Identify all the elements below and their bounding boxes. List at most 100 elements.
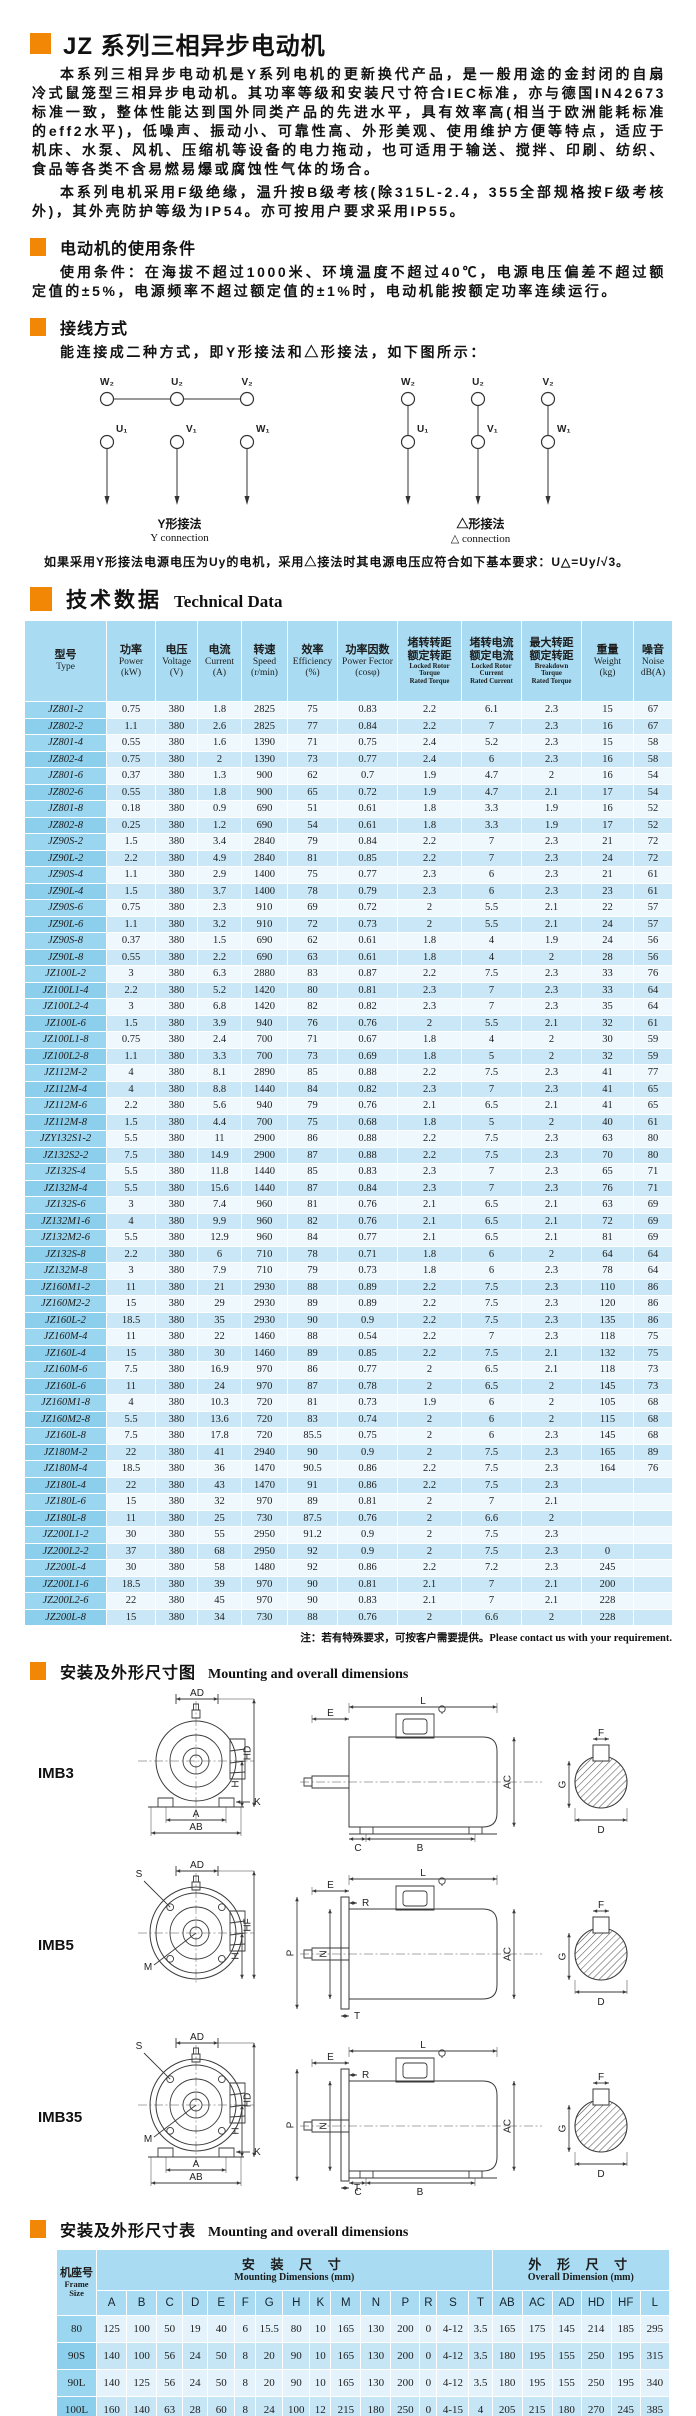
data-cell: 61 (633, 882, 673, 900)
data-cell: 0.72 (337, 899, 398, 917)
data-cell: 2 (397, 1361, 462, 1379)
data-cell: 89 (633, 1443, 673, 1461)
dimension-label: F (598, 1728, 604, 1739)
data-cell: 2 (397, 1608, 462, 1626)
data-cell: 720 (241, 1427, 288, 1445)
data-cell: 0.76 (337, 1196, 398, 1214)
data-cell: 8.1 (197, 1064, 242, 1082)
col-header-frame-size: 机座号 Frame Size (55, 2249, 98, 2316)
data-cell: 24 (255, 2396, 284, 2416)
data-cell: 180 (360, 2396, 392, 2416)
data-cell: 0.77 (337, 750, 398, 768)
row-key-cell: JZ200L-4 (24, 1559, 107, 1577)
data-cell: 0.83 (337, 1592, 398, 1610)
data-cell: 380 (155, 1526, 198, 1544)
data-cell: 71 (633, 1179, 673, 1197)
data-cell: 730 (241, 1608, 288, 1626)
table-row: JZY132S1-2 5.5 380 11 2900 86 0.88 2.2 7.5 2.3 63 8… (24, 1130, 673, 1148)
data-cell: 380 (155, 1245, 198, 1263)
data-cell: 0.69 (337, 1047, 398, 1065)
data-cell: 960 (241, 1212, 288, 1230)
data-cell: 160 (96, 2396, 128, 2416)
data-cell: 7 (461, 1080, 522, 1098)
data-cell: 21 (197, 1278, 242, 1296)
row-key-cell: JZ90L-4 (24, 882, 107, 900)
data-cell: 1.8 (397, 1245, 462, 1263)
data-cell: 2930 (241, 1311, 288, 1329)
row-key-cell: 90L (55, 2369, 98, 2397)
row-key-cell: JZ802-6 (24, 783, 107, 801)
data-cell: 0.84 (337, 717, 398, 735)
table-row: JZ801-6 0.37 380 1.3 900 62 0.7 1.9 4.7 2 16 54 (24, 767, 673, 785)
data-cell: 7.5 (461, 1542, 522, 1560)
data-cell: 380 (155, 1377, 198, 1395)
data-cell: 61 (633, 1113, 673, 1131)
data-cell: 33 (581, 965, 634, 983)
data-cell: 11.8 (197, 1163, 242, 1181)
col-header: C (156, 2290, 184, 2316)
data-cell: 7.2 (461, 1559, 522, 1577)
data-cell: 214 (580, 2315, 612, 2343)
data-cell: 71 (633, 1163, 673, 1181)
data-cell: 2 (397, 1014, 462, 1032)
dimension-label: K (254, 1797, 261, 1808)
table-row: JZ801-8 0.18 380 0.9 690 51 0.61 1.8 3.3 1.9 16 52 (24, 800, 673, 818)
data-cell: 380 (155, 1278, 198, 1296)
data-cell: 2.1 (521, 1097, 582, 1115)
data-cell: 0.84 (337, 1179, 398, 1197)
data-cell: 0.55 (106, 948, 156, 966)
data-cell: 380 (155, 783, 198, 801)
data-cell: 1.2 (197, 816, 242, 834)
data-cell: 24 (581, 915, 634, 933)
data-cell: 2.4 (397, 734, 462, 752)
data-cell: 228 (581, 1592, 634, 1610)
data-cell: 2.2 (397, 1146, 462, 1164)
data-cell: 7.5 (461, 1146, 522, 1164)
data-cell: 2.2 (397, 849, 462, 867)
table-row: JZ802-6 0.55 380 1.8 900 65 0.72 1.9 4.7 2.1 17 54 (24, 783, 673, 801)
data-cell: 8 (234, 2342, 257, 2370)
data-cell: 33 (581, 981, 634, 999)
terminal-label: W₂ (401, 377, 415, 388)
data-cell: 90.5 (287, 1460, 338, 1478)
terminal-label: W₂ (100, 377, 114, 388)
row-key-cell: JZ160M-4 (24, 1328, 107, 1346)
row-key-cell: JZ180M-2 (24, 1443, 107, 1461)
data-cell: 64 (633, 998, 673, 1016)
data-cell: 86 (287, 1130, 338, 1148)
data-cell: 17 (581, 783, 634, 801)
table-row: JZ802-2 1.1 380 2.6 2825 77 0.84 2.2 7 2.3 16 67 (24, 717, 673, 735)
col-header: S (436, 2290, 470, 2316)
data-cell: 6.5 (461, 1361, 522, 1379)
data-cell: 6 (461, 882, 522, 900)
data-cell: 64 (633, 1262, 673, 1280)
data-cell: 195 (610, 2369, 641, 2397)
data-cell (633, 1476, 673, 1494)
data-cell: 7.5 (461, 1130, 522, 1148)
row-key-cell: JZ90L-2 (24, 849, 107, 867)
data-cell: 2 (521, 1410, 582, 1428)
data-cell: 0.9 (337, 1526, 398, 1544)
data-cell: 2.3 (521, 1427, 582, 1445)
data-cell: 58 (633, 750, 673, 768)
data-cell: 5 (461, 1047, 522, 1065)
dimension-label: HD (243, 1746, 254, 1760)
data-cell: 0 (419, 2369, 438, 2397)
data-cell: 4 (461, 948, 522, 966)
data-cell: 28 (581, 948, 634, 966)
data-cell: 63 (581, 1130, 634, 1148)
col-header: D (182, 2290, 209, 2316)
dimension-label: D (597, 1997, 604, 2008)
data-cell: 84 (287, 1229, 338, 1247)
col-header: G (255, 2290, 284, 2316)
data-cell: 2.1 (397, 1592, 462, 1610)
table-row: JZ100L2-4 3 380 6.8 1420 82 0.82 2.3 7 2.3 35 64 (24, 998, 673, 1016)
data-cell: 64 (581, 1245, 634, 1263)
data-cell: 165 (330, 2342, 362, 2370)
data-cell: 41 (581, 1097, 634, 1115)
data-cell: 91 (287, 1476, 338, 1494)
data-cell: 1.6 (197, 734, 242, 752)
data-cell: 215 (521, 2396, 553, 2416)
table-row: JZ100L-6 1.5 380 3.9 940 76 0.76 2 5.5 2.1 32 61 (24, 1014, 673, 1032)
dimension-label: F (598, 1900, 604, 1911)
